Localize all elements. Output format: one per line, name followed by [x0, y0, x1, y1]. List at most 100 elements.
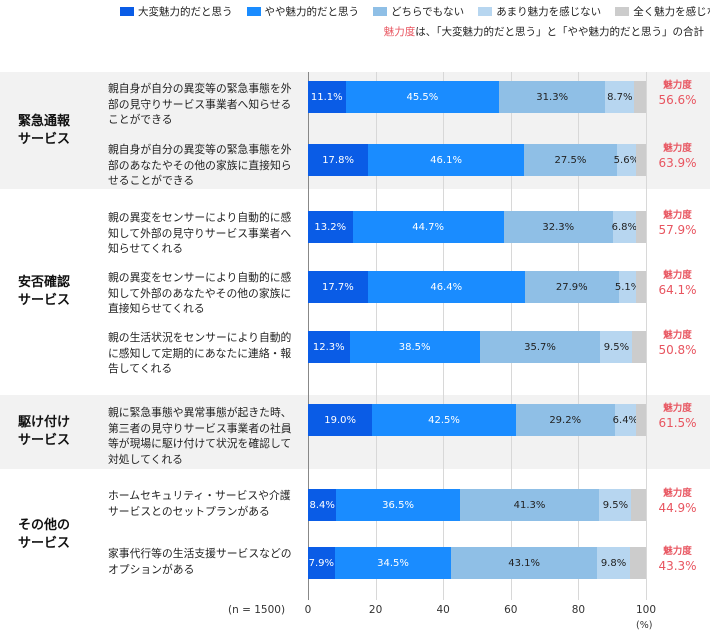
score: 魅力度 50.8%: [655, 329, 700, 358]
row-label: 親の異変をセンサーにより自動的に感知して外部のあなたやその他の家族に直接知らせて…: [108, 271, 292, 315]
legend: 大変魅力的だと思う やや魅力的だと思う どちらでもない あまり魅力を感じない 全く魅力を…: [120, 4, 710, 19]
score-value: 64.1%: [658, 283, 697, 297]
score: 魅力度 63.9%: [655, 142, 700, 171]
bar-segment: 32.3%: [503, 211, 613, 243]
score-value: 63.9%: [658, 156, 697, 170]
score: 魅力度 57.9%: [655, 209, 700, 238]
note-highlight: 魅力度: [383, 26, 416, 38]
score-label: 魅力度: [663, 488, 692, 499]
data-label: 12.3%: [312, 341, 345, 353]
data-label: 31.3%: [536, 91, 569, 103]
x-tick-label: 0: [304, 604, 312, 616]
data-label: 27.5%: [554, 154, 587, 166]
bar-segment: 17.7%: [308, 271, 368, 303]
bar-segment: 31.3%: [499, 81, 606, 113]
data-label: 5.6%: [613, 154, 640, 166]
data-label: 11.1%: [310, 91, 343, 103]
data-label: 9.5%: [603, 341, 630, 353]
legend-swatch: [615, 7, 630, 16]
note: 魅力度は、「大変魅力的だと思う」と「やや魅力的だと思う」の合計: [384, 24, 704, 39]
score-value: 44.9%: [658, 501, 697, 515]
bar-segment: 5.6%: [613, 144, 640, 176]
group-title-line: その他の: [18, 517, 71, 533]
bar-segment: [630, 547, 646, 579]
score: 魅力度 56.6%: [655, 79, 700, 108]
score-label: 魅力度: [663, 403, 692, 414]
data-label: 8.4%: [309, 499, 335, 511]
row-label: 親の生活状況をセンサーにより自動的に感知して定期的にあなたに連絡・報告してくれる: [108, 331, 292, 375]
row-label: 親自身が自分の異変等の緊急事態を外部のあなたやその他の家族に直接知らせることがで…: [108, 143, 292, 187]
bar-segment: 27.9%: [524, 271, 619, 303]
bar-segment: 46.1%: [368, 144, 524, 176]
legend-swatch: [373, 7, 387, 16]
stacked-bar: 17.8% 46.1% 27.5% 5.6%: [308, 144, 646, 176]
data-label: 41.3%: [513, 499, 546, 511]
bar-segment: [635, 211, 646, 243]
data-label: 9.5%: [602, 499, 629, 511]
bar-segment: 9.5%: [600, 331, 633, 363]
group-title: 緊急通報 サービス: [18, 113, 88, 149]
legend-swatch: [120, 7, 134, 16]
score-label: 魅力度: [663, 330, 692, 341]
row-label: ホームセキュリティ・サービスや介護サービスとのセットプランがある: [108, 489, 291, 518]
bar-segment: [634, 81, 646, 113]
data-label: 8.7%: [607, 91, 633, 103]
data-label: 46.1%: [430, 154, 462, 166]
legend-item: あまり魅力を感じない: [478, 4, 601, 19]
score-label: 魅力度: [663, 270, 692, 281]
x-tick-label: 100: [635, 604, 657, 616]
data-label: 45.5%: [406, 91, 439, 103]
bar-segment: 46.4%: [367, 271, 525, 303]
group-title-line: 緊急通報: [18, 113, 71, 129]
legend-label: あまり魅力を感じない: [496, 6, 602, 18]
data-label: 38.5%: [398, 341, 431, 353]
data-label: 7.9%: [308, 557, 335, 569]
bar-segment: 7.9%: [308, 547, 335, 579]
legend-swatch: [478, 7, 493, 16]
score-value: 43.3%: [658, 559, 697, 573]
score: 魅力度 64.1%: [655, 269, 700, 298]
stacked-bar: 19.0% 42.5% 29.2% 6.4%: [308, 404, 646, 436]
bar-segment: 12.3%: [308, 331, 350, 363]
legend-label: 大変魅力的だと思う: [138, 6, 233, 18]
score: 魅力度 61.5%: [655, 402, 700, 431]
bar-segment: 34.5%: [334, 547, 452, 579]
bar-segment: 11.1%: [308, 81, 346, 113]
gridline: [646, 72, 647, 600]
group-title: 安否確認 サービス: [18, 274, 88, 310]
data-label: 17.7%: [322, 281, 354, 293]
score-value: 50.8%: [658, 343, 697, 357]
bar-segment: 43.1%: [451, 547, 597, 579]
bar-segment: 44.7%: [352, 211, 504, 243]
stacked-bar: 13.2% 44.7% 32.3% 6.8%: [308, 211, 646, 243]
group-title-line: 駆け付け: [18, 415, 71, 430]
x-tick-label: 20: [368, 604, 383, 616]
bar-segment: 36.5%: [336, 489, 460, 521]
legend-item: どちらでもない: [373, 4, 464, 19]
data-label: 44.7%: [412, 221, 445, 233]
data-label: 29.2%: [549, 414, 582, 426]
bar-segment: 6.4%: [613, 404, 638, 436]
legend-item: 大変魅力的だと思う: [120, 4, 233, 19]
data-label: 35.7%: [524, 341, 556, 353]
legend-item: やや魅力的だと思う: [246, 4, 359, 19]
group-title-line: サービス: [18, 293, 71, 308]
score-label: 魅力度: [663, 210, 692, 221]
legend-label: どちらでもない: [391, 6, 465, 18]
bar-segment: 9.5%: [599, 489, 632, 521]
data-label: 9.8%: [600, 557, 627, 569]
group-title: 駆け付け サービス: [18, 414, 88, 450]
bar-segment: 6.8%: [612, 211, 637, 243]
bar-segment: [636, 404, 646, 436]
x-tick-label: 60: [504, 604, 518, 616]
stacked-bar: 7.9% 34.5% 43.1% 9.8%: [308, 547, 646, 579]
score-value: 57.9%: [658, 223, 697, 237]
bar-segment: 9.8%: [596, 547, 631, 579]
score-label: 魅力度: [663, 143, 692, 154]
data-label: 5.1%: [614, 281, 641, 293]
bar-segment: 8.4%: [308, 489, 337, 521]
x-tick-label: 40: [436, 604, 450, 616]
group-title-line: サービス: [18, 535, 71, 551]
bar-segment: 41.3%: [459, 489, 600, 521]
bar-segment: 5.1%: [615, 271, 640, 303]
